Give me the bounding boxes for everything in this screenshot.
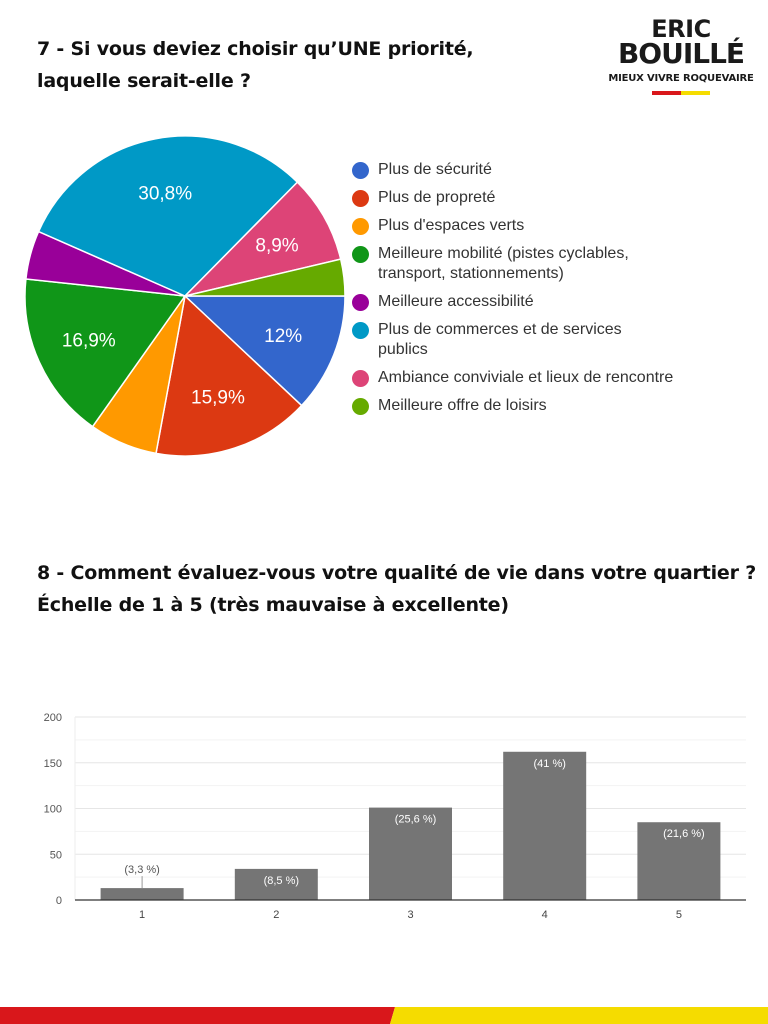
question-8-title-line2: Échelle de 1 à 5 (très mauvaise à excell… (37, 594, 509, 616)
bar (234, 868, 318, 900)
pie-slice (184, 258, 346, 297)
legend-color-dot-icon (352, 246, 369, 263)
x-tick-label: 2 (273, 909, 279, 921)
y-tick-label: 0 (56, 895, 62, 907)
legend-label: Meilleure accessibilité (378, 293, 534, 310)
legend-item: Meilleure offre de loisirs (352, 396, 722, 416)
pie-slice-label: 16,9% (62, 330, 116, 351)
legend-label: Meilleure offre de loisirs (378, 397, 547, 414)
question-7-title: 7 - Si vous deviez choisir qu’UNE priori… (37, 33, 557, 97)
y-tick-label: 50 (50, 849, 62, 861)
legend-color-dot-icon (352, 322, 369, 339)
y-tick-label: 100 (44, 804, 62, 816)
legend-color-dot-icon (352, 190, 369, 207)
legend-item: Ambiance conviviale et lieux de rencontr… (352, 368, 722, 388)
legend-label: Plus de sécurité (378, 161, 492, 178)
legend-label: Plus de propreté (378, 189, 496, 206)
question-8-title-line1: 8 - Comment évaluez-vous votre qualité d… (37, 562, 757, 584)
legend-color-dot-icon (352, 162, 369, 179)
y-tick-label: 150 (44, 758, 62, 770)
bar (503, 751, 587, 900)
legend-label: Plus d'espaces verts (378, 217, 525, 234)
bar-chart: 0 50 100 150 200 (3,3 %) 1 (8,5 %) 2 (25,6 %) 3 (41… (44, 712, 746, 921)
x-tick-label: 5 (676, 909, 682, 921)
pie-slice (183, 295, 346, 407)
logo-stripe-red (652, 91, 681, 95)
legend-item: Plus de commerces et de services publics (352, 320, 722, 360)
pie-legend: Plus de sécurité Plus de propreté Plus d'e… (352, 160, 722, 424)
logo-firstname: ERIC (651, 15, 711, 43)
bar-value-label: (8,5 %) (264, 875, 299, 887)
legend-item: Meilleure accessibilité (352, 292, 722, 312)
legend-item: Plus de propreté (352, 188, 722, 208)
logo: ERIC BOUILLÉ MIEUX VIVRE ROQUEVAIRE (606, 15, 756, 95)
pie-slice-label: 30,8% (138, 183, 192, 204)
logo-lastname: BOUILLÉ (617, 37, 745, 70)
legend-color-dot-icon (352, 218, 369, 235)
question-8-title: 8 - Comment évaluez-vous votre qualité d… (37, 557, 757, 621)
bar (369, 807, 452, 900)
pie-slice (182, 181, 342, 298)
bar (100, 888, 184, 900)
y-tick-label: 200 (44, 712, 62, 724)
pie-slice-label: 15,9% (191, 387, 245, 408)
logo-color-stripe (652, 91, 710, 95)
pie-slice (155, 294, 303, 457)
legend-label: Plus de commerces et de services publics (378, 321, 622, 358)
question-7-title-line2: laquelle serait-elle ? (37, 70, 251, 92)
bar-value-label: (41 %) (533, 758, 565, 770)
bar-value-label: (3,3 %) (124, 864, 159, 876)
bar-value-label: (25,6 %) (395, 814, 437, 826)
legend-item: Meilleure mobilité (pistes cyclables, tra… (352, 244, 722, 284)
legend-item: Plus de sécurité (352, 160, 722, 180)
x-tick-label: 3 (407, 909, 413, 921)
footer-stripe-yellow (390, 1007, 768, 1024)
footer-color-stripe (0, 1007, 768, 1024)
legend-color-dot-icon (352, 398, 369, 415)
legend-label: Ambiance conviviale et lieux de rencontr… (378, 369, 674, 386)
pie-slice-label: 12% (264, 326, 302, 347)
x-tick-label: 1 (139, 909, 145, 921)
x-tick-label: 4 (542, 909, 548, 921)
pie-slice (24, 278, 187, 428)
pie-slice-label: 8,9% (255, 235, 298, 256)
legend-label: Meilleure mobilité (pistes cyclables, tra… (378, 245, 629, 282)
logo-tagline: MIEUX VIVRE ROQUEVAIRE (608, 73, 754, 84)
logo-stripe-yellow (681, 91, 710, 95)
legend-item: Plus d'espaces verts (352, 216, 722, 236)
bar (637, 822, 721, 900)
bar-value-label: (21,6 %) (663, 828, 705, 840)
legend-color-dot-icon (352, 294, 369, 311)
pie-chart: 12% 15,9% 16,9% 30,8% 8,9% (24, 135, 346, 457)
pie-slice (37, 135, 299, 297)
legend-color-dot-icon (352, 370, 369, 387)
footer-stripe-red (0, 1007, 395, 1024)
question-7-title-line1: 7 - Si vous deviez choisir qu’UNE priori… (37, 38, 474, 60)
